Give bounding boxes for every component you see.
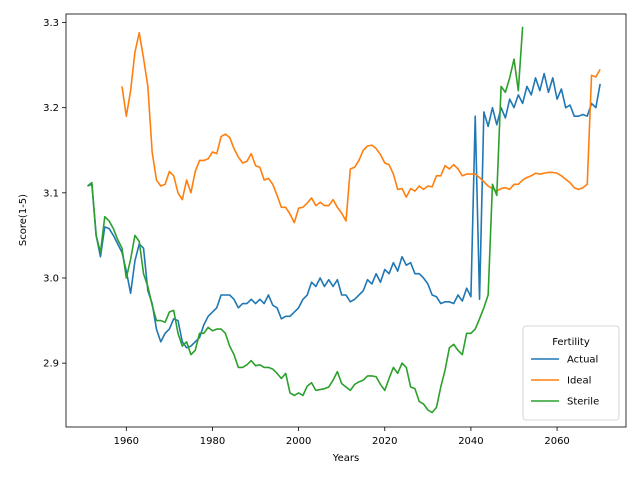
- legend-label-ideal: Ideal: [567, 376, 591, 387]
- x-tick-label: 1980: [200, 436, 225, 447]
- y-tick-label: 3.0: [43, 273, 59, 284]
- x-tick-label: 2040: [458, 436, 483, 447]
- series-line-ideal: [121, 31, 601, 224]
- x-tick-label: 2020: [372, 436, 397, 447]
- y-tick-label: 3.2: [43, 103, 59, 114]
- legend-title: Fertility: [552, 337, 590, 348]
- legend-box: [522, 325, 620, 421]
- x-tick-label: 1960: [114, 436, 139, 447]
- series-line-sterile: [87, 26, 524, 414]
- series-layer: [87, 26, 601, 414]
- y-tick-label: 3.1: [43, 188, 59, 199]
- x-tick-label: 2000: [286, 436, 311, 447]
- plot-frame: [65, 13, 627, 428]
- legend-label-sterile: Sterile: [567, 397, 599, 408]
- y-axis-label: Score(1-5): [18, 194, 29, 246]
- x-axis-label: Years: [332, 453, 359, 464]
- legend-label-actual: Actual: [567, 355, 598, 366]
- y-tick-label: 3.3: [43, 18, 59, 29]
- y-axis: 2.9 3.0 3.1 3.2 3.3: [43, 18, 66, 370]
- x-tick-label: 2060: [544, 436, 569, 447]
- legend: Fertility Actual Ideal Sterile: [522, 325, 620, 421]
- x-axis: 1960 1980 2000 2020 2040 2060: [114, 427, 570, 447]
- series-line-actual: [87, 72, 601, 349]
- y-tick-label: 2.9: [43, 359, 59, 370]
- legend-items: Actual Ideal Sterile: [531, 355, 599, 408]
